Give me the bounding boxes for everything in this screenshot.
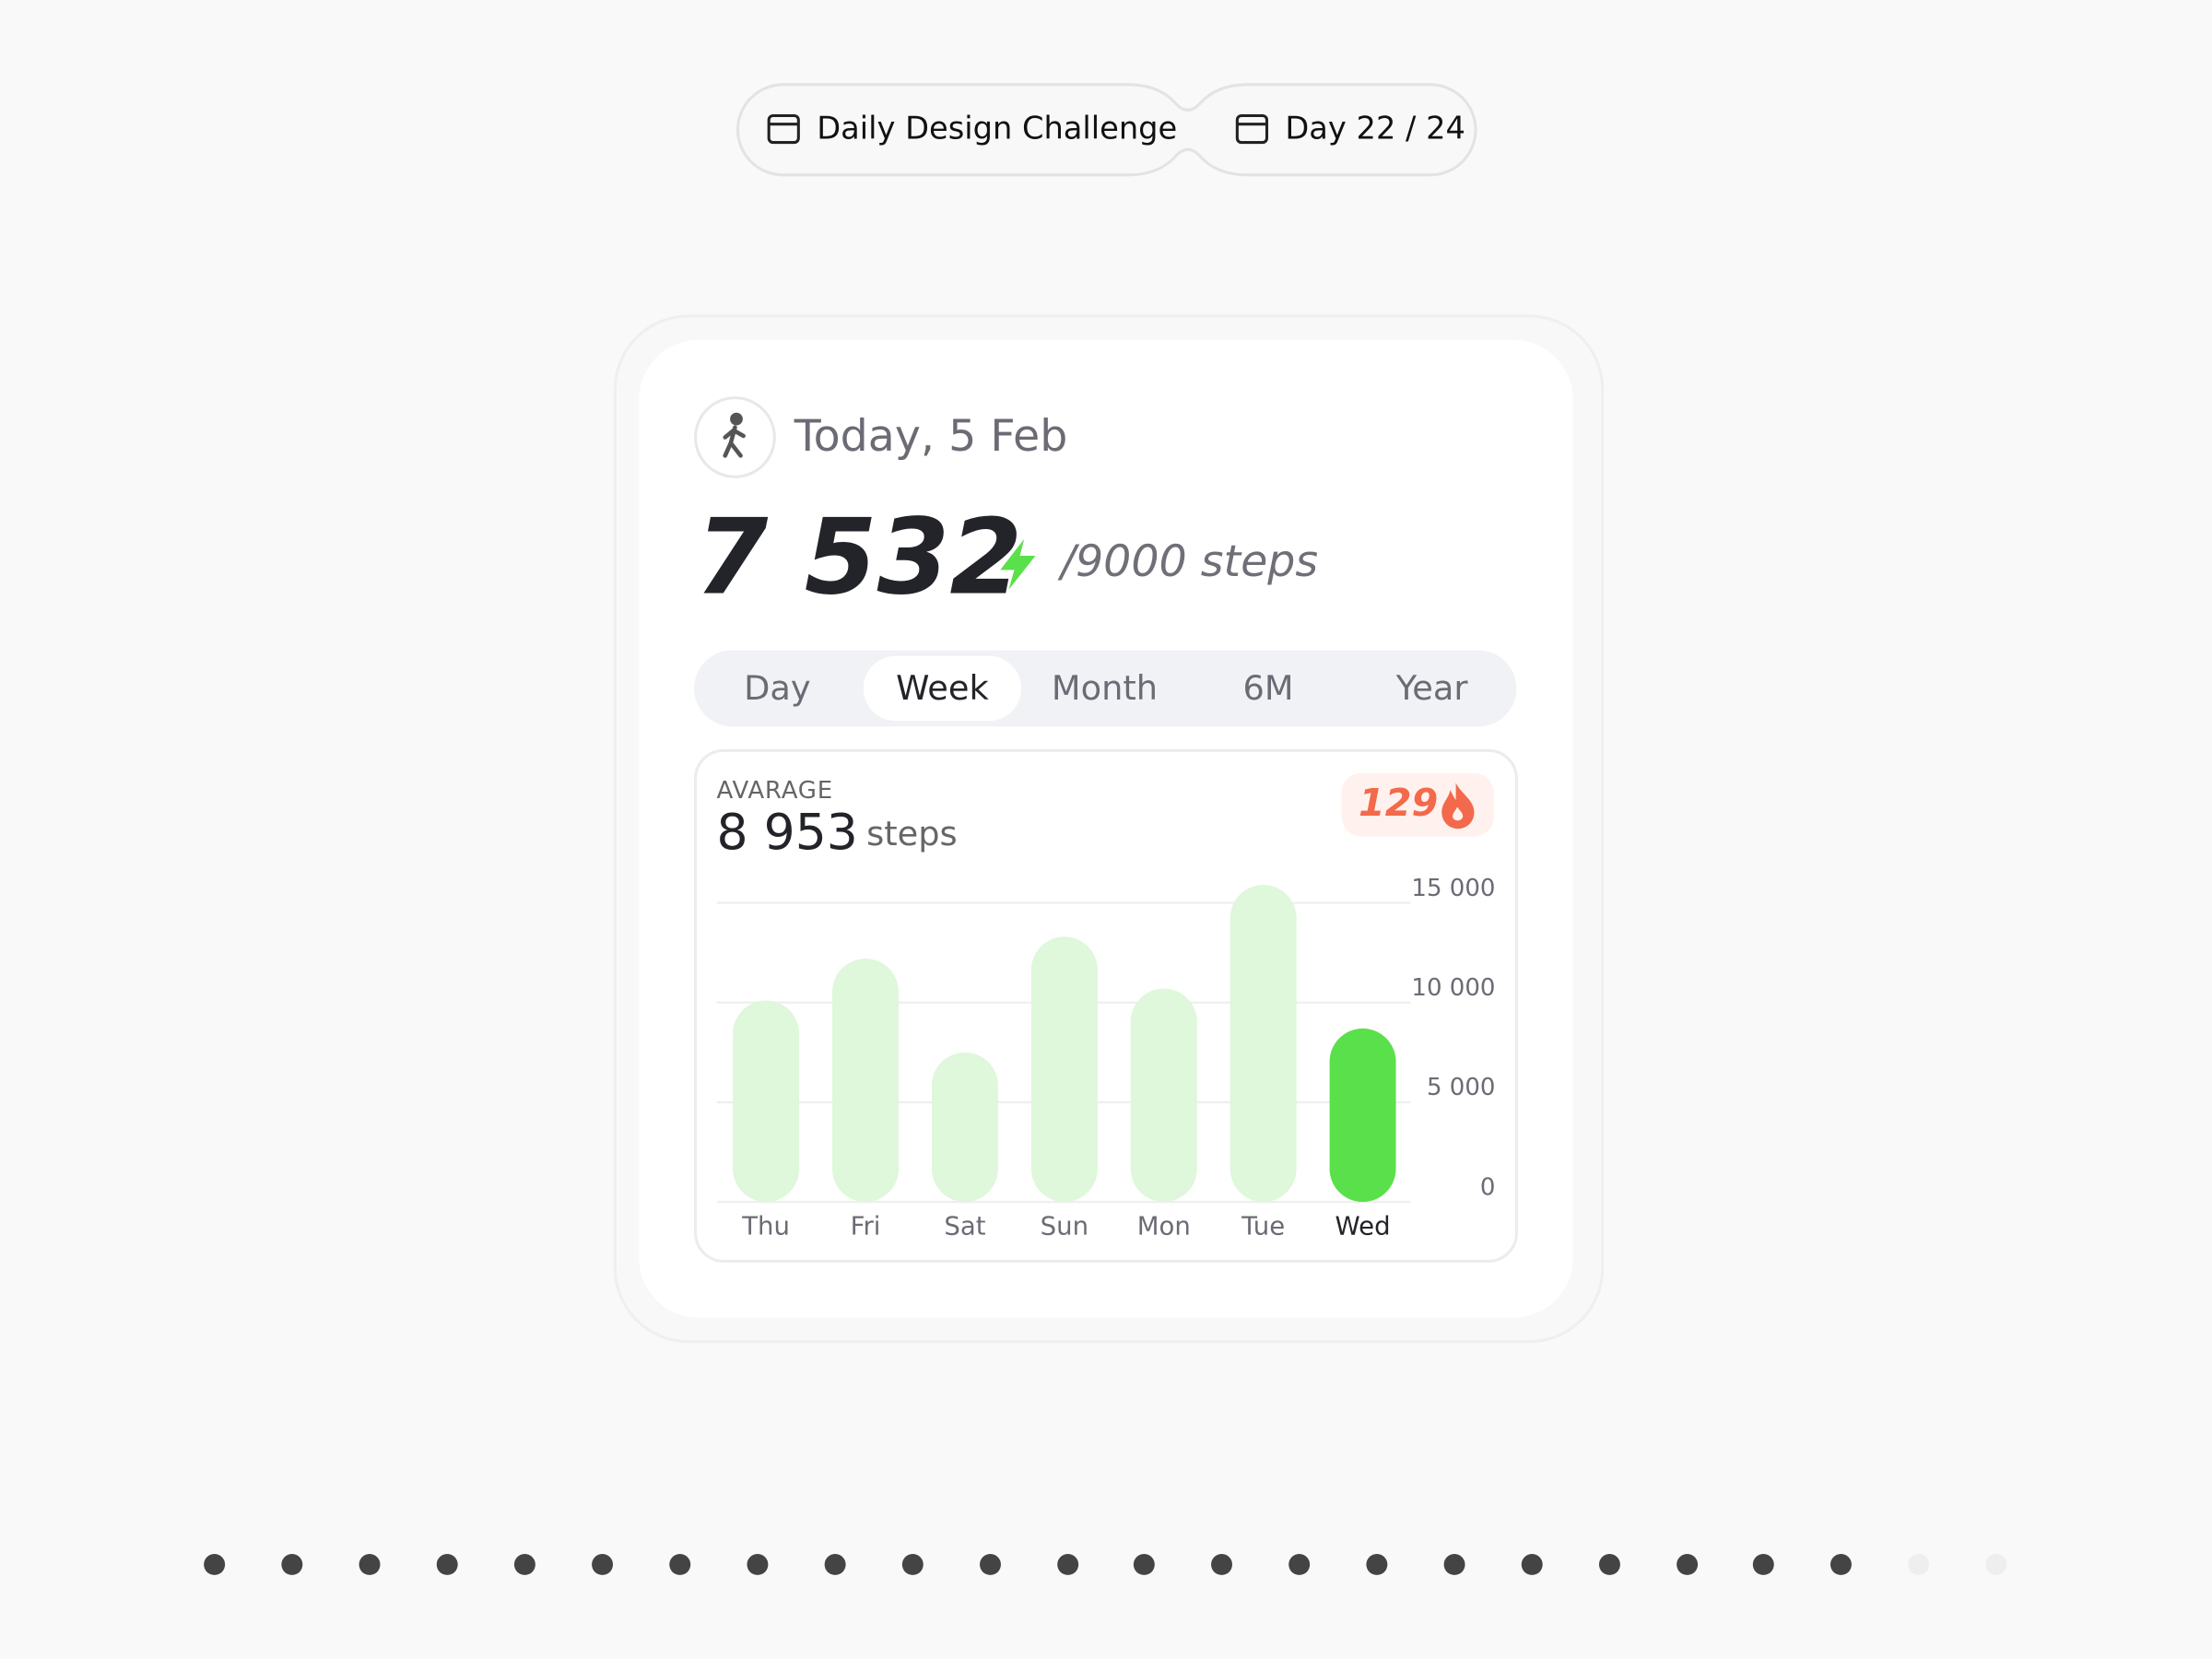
progress-dots — [204, 1553, 2007, 1575]
bar — [1130, 988, 1197, 1203]
y-tick-label: 0 — [1480, 1173, 1496, 1201]
x-tick-label: Mon — [1137, 1212, 1191, 1241]
steps-today: 7 532 — [696, 496, 1023, 618]
x-tick-label: Sat — [944, 1212, 985, 1241]
tab[interactable]: Month — [1052, 668, 1158, 708]
tabs: Day Week Month 6M Year — [744, 655, 1469, 722]
bar — [1329, 1028, 1396, 1203]
tab[interactable]: Day — [744, 668, 811, 708]
y-tick-label: 10 000 — [1411, 974, 1495, 1002]
flame-icon — [1441, 782, 1475, 830]
walk-icon-circle — [694, 396, 776, 478]
x-tick-label: Tue — [1241, 1212, 1285, 1241]
bar — [733, 1000, 800, 1203]
x-tick-label: Wed — [1335, 1212, 1391, 1241]
average-unit: steps — [866, 814, 958, 853]
average: 8 953 steps — [717, 803, 958, 861]
lightning-icon — [1000, 538, 1036, 590]
tab[interactable]: 6M — [1242, 668, 1293, 708]
bar — [931, 1052, 998, 1203]
tab-selected — [863, 655, 1022, 722]
header: Daily Design Challenge Day 22 / 24 — [736, 83, 1477, 177]
bar-chart: 0 5 000 10 000 15 000 Thu Fri Sat Sun Mon Tue Wed — [716, 875, 1496, 1241]
steps-goal: /9000 steps — [1057, 536, 1318, 587]
y-tick-label: 5 000 — [1427, 1074, 1495, 1101]
date: Today, 5 Feb — [794, 411, 1068, 462]
challenge-label: Daily Design Challenge — [817, 110, 1177, 146]
day-label: Day 22 / 24 — [1285, 110, 1465, 146]
y-tick-label: 15 000 — [1411, 875, 1495, 902]
x-tick-label: Sun — [1041, 1212, 1088, 1241]
tab[interactable]: Week — [896, 668, 989, 708]
average-value: 8 953 — [717, 803, 858, 861]
streak-value: 129 — [1359, 781, 1438, 825]
header-pill — [736, 83, 1477, 177]
x-tick-label: Fri — [851, 1212, 881, 1241]
x-tick-label: Thu — [741, 1212, 790, 1241]
calendar-icon — [767, 113, 1269, 145]
bar — [1230, 885, 1297, 1203]
bar — [1030, 936, 1098, 1203]
walk-icon — [723, 412, 746, 458]
tab[interactable]: Year — [1395, 668, 1469, 708]
bar — [832, 959, 899, 1203]
chart-box — [694, 748, 1518, 1263]
average-label: AVARAGE — [717, 777, 833, 805]
